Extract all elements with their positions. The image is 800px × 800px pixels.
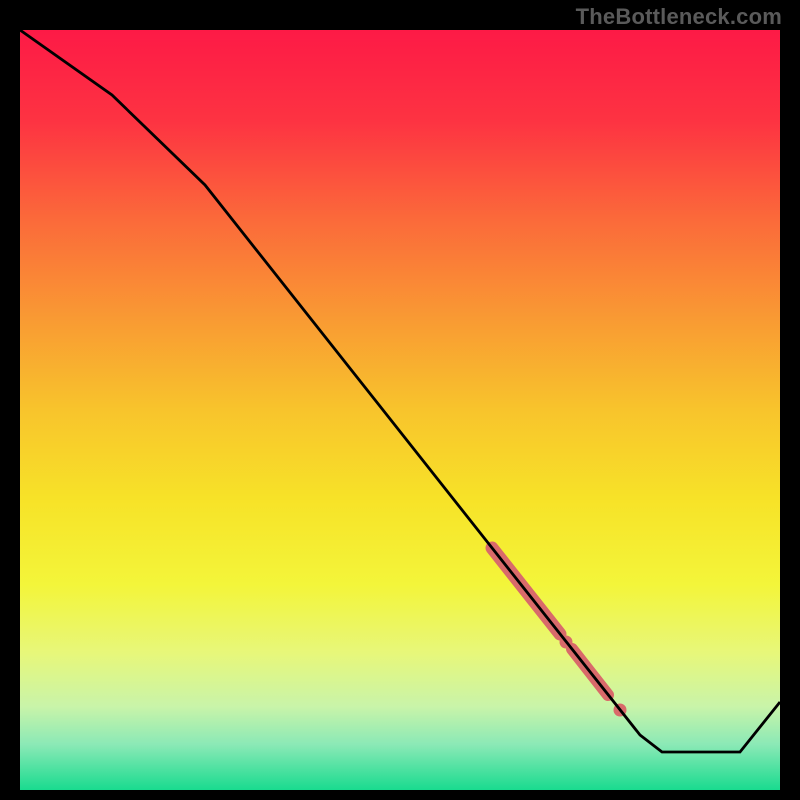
chart-svg	[0, 0, 800, 800]
watermark-text: TheBottleneck.com	[576, 4, 782, 30]
gradient-background	[20, 30, 780, 790]
chart-stage: TheBottleneck.com	[0, 0, 800, 800]
